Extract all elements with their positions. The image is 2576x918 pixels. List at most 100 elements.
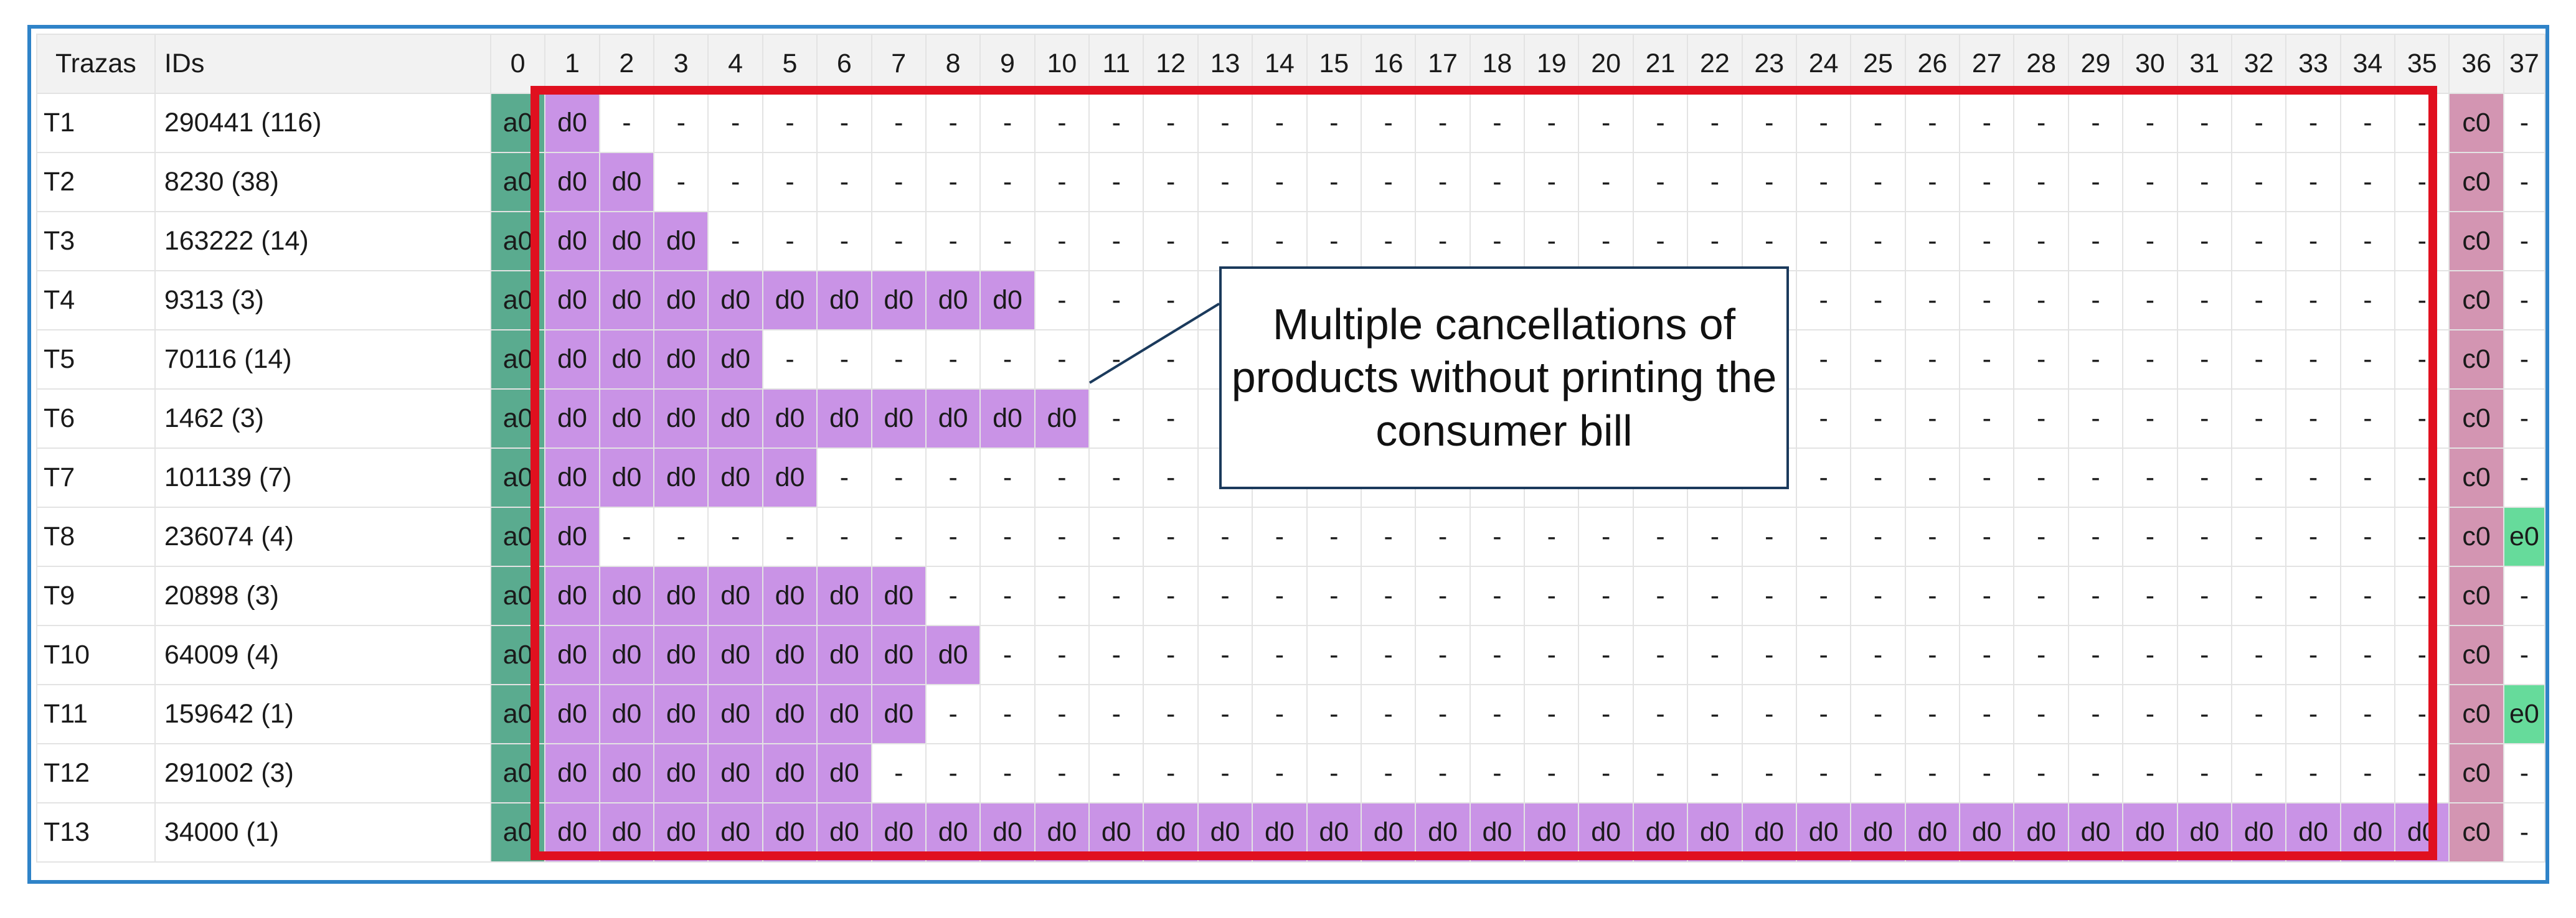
column-header-37[interactable]: 37 (2503, 34, 2545, 94)
empty-event-cell: - (2122, 566, 2178, 626)
column-header-24[interactable]: 24 (1795, 34, 1852, 94)
trace-row[interactable]: T9 20898 (3) a0 d0 d0 d0 d0 d0 d0 d0- - - - - - - - - - - - -… (36, 566, 2545, 626)
empty-event-cell: - (1469, 507, 1526, 567)
empty-event-cell: - (1034, 507, 1090, 567)
column-header-6[interactable]: 6 (816, 34, 872, 94)
empty-event-cell: - (925, 507, 981, 567)
empty-event-cell: - (2285, 211, 2341, 271)
column-header-trazas[interactable]: Trazas (36, 34, 156, 94)
empty-event-cell: - (1034, 329, 1090, 390)
empty-event-cell: - (1469, 684, 1526, 744)
event-cell-d0: d0 (816, 388, 872, 449)
column-header-12[interactable]: 12 (1143, 34, 1199, 94)
column-header-15[interactable]: 15 (1306, 34, 1362, 94)
column-header-9[interactable]: 9 (979, 34, 1036, 94)
empty-event-cell: - (925, 447, 981, 508)
column-header-0[interactable]: 0 (489, 34, 546, 94)
trace-ids-cell: 9313 (3) (154, 270, 491, 330)
event-cell-d0: d0 (653, 684, 709, 744)
column-header-26[interactable]: 26 (1904, 34, 1961, 94)
column-header-34[interactable]: 34 (2339, 34, 2396, 94)
empty-event-cell: - (1850, 152, 1906, 212)
empty-event-cell: - (2122, 270, 2178, 330)
column-header-27[interactable]: 27 (1959, 34, 2015, 94)
empty-event-cell: - (2503, 566, 2545, 626)
empty-event-cell: - (1088, 93, 1144, 153)
column-header-16[interactable]: 16 (1360, 34, 1417, 94)
trace-row[interactable]: T11 159642 (1) a0 d0 d0 d0 d0 d0 d0 d0- - - - - - - - - - -… (36, 684, 2545, 744)
empty-event-cell: - (1360, 93, 1417, 153)
column-header-31[interactable]: 31 (2176, 34, 2232, 94)
event-cell-c0: c0 (2448, 329, 2504, 390)
column-header-20[interactable]: 20 (1578, 34, 1634, 94)
event-cell-d0: d0 (707, 270, 763, 330)
empty-event-cell: - (1415, 684, 1471, 744)
empty-event-cell: - (2285, 152, 2341, 212)
column-header-25[interactable]: 25 (1850, 34, 1906, 94)
event-cell-d0: d0 (707, 566, 763, 626)
event-cell-e0: e0 (2503, 507, 2545, 567)
empty-event-cell: - (2122, 152, 2178, 212)
empty-event-cell: - (2503, 802, 2545, 863)
column-header-13[interactable]: 13 (1197, 34, 1253, 94)
trace-ids-cell: 34000 (1) (154, 802, 491, 863)
column-header-22[interactable]: 22 (1687, 34, 1743, 94)
trace-row[interactable]: T3 163222 (14) a0 d0 d0 d0- - - - - - - - - - - - - - - - - - -… (36, 211, 2545, 271)
empty-event-cell: - (979, 152, 1036, 212)
column-header-29[interactable]: 29 (2067, 34, 2124, 94)
empty-event-cell: - (2394, 93, 2450, 153)
empty-event-cell: - (1850, 447, 1906, 508)
empty-event-cell: - (870, 211, 927, 271)
empty-event-cell: - (1360, 625, 1417, 685)
column-header-33[interactable]: 33 (2285, 34, 2341, 94)
column-header-19[interactable]: 19 (1524, 34, 1580, 94)
column-header-5[interactable]: 5 (762, 34, 818, 94)
empty-event-cell: - (1306, 211, 1362, 271)
event-cell-d0: d0 (544, 447, 600, 508)
event-cell-d0: d0 (707, 447, 763, 508)
empty-event-cell: - (2067, 507, 2124, 567)
column-header-35[interactable]: 35 (2394, 34, 2450, 94)
column-header-ids[interactable]: IDs (154, 34, 491, 94)
empty-event-cell: - (2339, 93, 2396, 153)
empty-event-cell: - (1143, 211, 1199, 271)
empty-event-cell: - (2394, 388, 2450, 449)
event-cell-d0: d0 (598, 388, 655, 449)
empty-event-cell: - (2285, 329, 2341, 390)
empty-event-cell: - (925, 329, 981, 390)
column-header-3[interactable]: 3 (653, 34, 709, 94)
empty-event-cell: - (2503, 388, 2545, 449)
trace-row[interactable]: T2 8230 (38) a0 d0 d0- - - - - - - - - - - - - - - - - - - - - - -… (36, 152, 2545, 212)
event-cell-d0: d0 (925, 270, 981, 330)
event-cell-d0: d0 (544, 211, 600, 271)
column-header-17[interactable]: 17 (1415, 34, 1471, 94)
trace-row[interactable]: T1 290441 (116) a0 d0- - - - - - - - - - - - - - - - - - - - - -… (36, 93, 2545, 153)
column-header-14[interactable]: 14 (1252, 34, 1308, 94)
empty-event-cell: - (2285, 743, 2341, 803)
empty-event-cell: - (2394, 566, 2450, 626)
empty-event-cell: - (1959, 93, 2015, 153)
column-header-10[interactable]: 10 (1034, 34, 1090, 94)
column-header-30[interactable]: 30 (2122, 34, 2178, 94)
empty-event-cell: - (1850, 388, 1906, 449)
column-header-18[interactable]: 18 (1469, 34, 1526, 94)
empty-event-cell: - (816, 152, 872, 212)
empty-event-cell: - (816, 211, 872, 271)
empty-event-cell: - (1741, 743, 1797, 803)
trace-row[interactable]: T12 291002 (3) a0 d0 d0 d0 d0 d0 d0- - - - - - - - - - - - -… (36, 743, 2545, 803)
trace-row[interactable]: T10 64009 (4) a0 d0 d0 d0 d0 d0 d0 d0 d0- - - - - - - - - -… (36, 625, 2545, 685)
column-header-32[interactable]: 32 (2230, 34, 2287, 94)
event-cell-d0: d0 (544, 507, 600, 567)
empty-event-cell: - (1197, 211, 1253, 271)
empty-event-cell: - (2285, 566, 2341, 626)
column-header-4[interactable]: 4 (707, 34, 763, 94)
empty-event-cell: - (1850, 329, 1906, 390)
empty-event-cell: - (1197, 625, 1253, 685)
event-cell-d0: d0 (816, 802, 872, 863)
column-header-8[interactable]: 8 (925, 34, 981, 94)
event-cell-d0: d0 (870, 566, 927, 626)
empty-event-cell: - (1197, 93, 1253, 153)
column-header-36[interactable]: 36 (2448, 34, 2504, 94)
column-header-7[interactable]: 7 (870, 34, 927, 94)
empty-event-cell: - (2067, 211, 2124, 271)
